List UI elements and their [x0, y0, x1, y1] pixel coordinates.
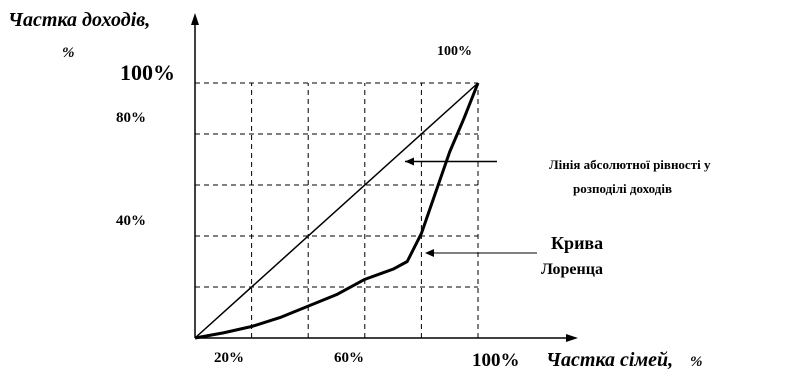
x-axis-arrowhead — [566, 334, 578, 342]
lorenz-annotation-line-2: Лоренца — [541, 261, 603, 278]
y-axis-arrowhead — [191, 13, 199, 25]
labels-group: Частка доходів,% 100% 100% 80% 40% 20% 60% 100%… — [8, 9, 711, 371]
grid — [195, 82, 479, 338]
lorenz-annotation-line-1: Крива — [551, 233, 603, 253]
equality-annotation-line-1: Лінія абсолютної рівності у — [549, 157, 711, 172]
equality-arrowhead — [405, 157, 414, 166]
y-tick-label: 80% — [116, 110, 146, 126]
x-tick-label: 60% — [334, 350, 364, 366]
top-100-label: 100% — [437, 44, 472, 59]
x-tick-label: 100% — [472, 350, 520, 371]
axes — [191, 13, 578, 342]
lorenz-arrowhead — [425, 249, 434, 257]
equality-annotation-line-2: розподілі доходів — [573, 181, 672, 196]
y-tick-label: 100% — [120, 60, 175, 85]
series-group — [194, 82, 537, 340]
equality-line — [194, 82, 479, 339]
y-axis-unit: % — [62, 45, 75, 61]
x-tick-label: 20% — [214, 350, 244, 366]
y-tick-label: 40% — [116, 213, 146, 229]
y-axis-label: Частка доходів, — [8, 9, 150, 31]
x-axis-unit: % — [690, 354, 703, 370]
x-axis-label: Частка сімей, — [546, 349, 673, 371]
lorenz-curve — [194, 82, 480, 340]
